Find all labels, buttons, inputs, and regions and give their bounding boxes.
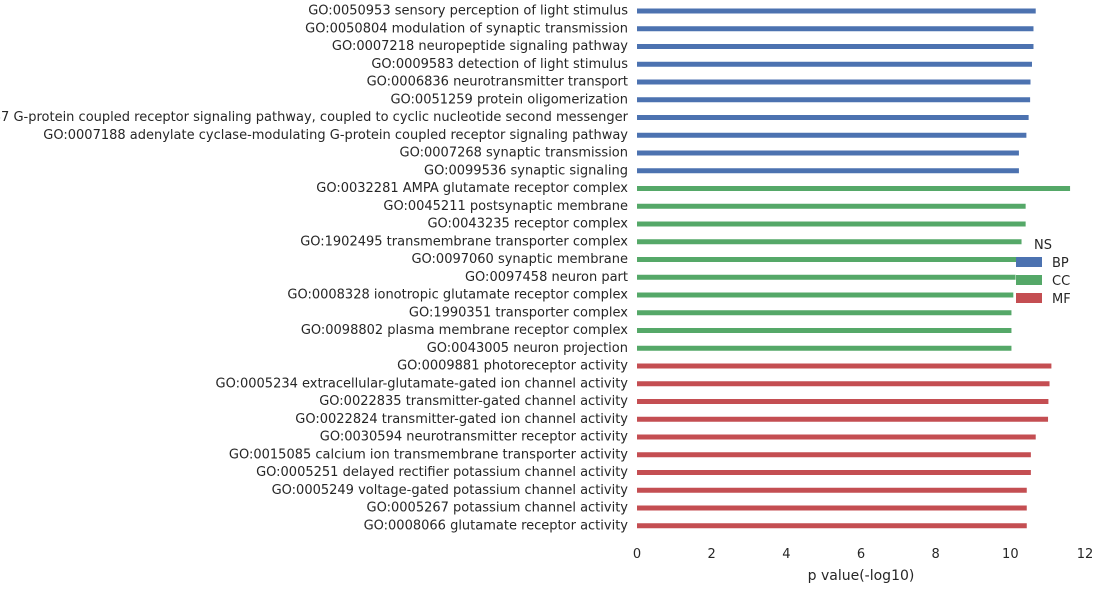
- category-label: GO:0008066 glutamate receptor activity: [364, 518, 629, 533]
- bar-mf: [637, 452, 1031, 458]
- category-label: GO:0050804 modulation of synaptic transm…: [305, 21, 628, 36]
- bar-mf: [637, 505, 1027, 511]
- bar-mf: [637, 434, 1036, 440]
- category-label: GO:0005249 voltage-gated potassium chann…: [272, 483, 629, 498]
- category-label: GO:0030594 neurotransmitter receptor act…: [320, 430, 629, 445]
- bar-cc: [637, 203, 1026, 209]
- bar-bp: [637, 26, 1034, 32]
- bars-layer: [637, 8, 1071, 529]
- bar-mf: [637, 470, 1031, 475]
- bar-bp: [637, 115, 1029, 120]
- bar-cc: [637, 328, 1012, 333]
- category-labels: GO:0050953 sensory perception of light s…: [0, 4, 629, 534]
- category-label: GO:1990351 transporter complex: [409, 305, 628, 320]
- legend-label-bp: BP: [1052, 256, 1069, 271]
- category-label: GO:0006836 neurotransmitter transport: [367, 75, 628, 90]
- category-label: GO:0051259 protein oligomerization: [390, 92, 628, 107]
- bar-cc: [637, 186, 1071, 191]
- bar-bp: [637, 61, 1032, 67]
- bar-mf: [637, 487, 1027, 493]
- legend-label-mf: MF: [1052, 292, 1071, 307]
- category-label: GO:0097458 neuron part: [465, 270, 628, 285]
- x-axis-ticks: 0 2 4 6 8 10 12: [633, 547, 1093, 562]
- bar-mf: [637, 523, 1027, 529]
- legend: NS BP CC MF: [1016, 238, 1071, 307]
- bar-bp: [637, 168, 1019, 174]
- legend-title: NS: [1034, 238, 1052, 253]
- category-label: GO:0045211 postsynaptic membrane: [383, 199, 628, 214]
- x-tick-label: 12: [1077, 547, 1094, 562]
- x-tick-label: 4: [782, 547, 790, 562]
- category-label: GO:0050953 sensory perception of light s…: [308, 4, 628, 19]
- bar-mf: [637, 416, 1049, 422]
- bar-cc: [637, 239, 1022, 245]
- category-label: GO:0007187 G-protein coupled receptor si…: [0, 110, 629, 125]
- bar-bp: [637, 44, 1034, 49]
- category-label: GO:0043005 neuron projection: [427, 341, 628, 356]
- bar-bp: [637, 97, 1031, 103]
- category-label: GO:0022835 transmitter-gated channel act…: [319, 394, 628, 409]
- x-tick-label: 6: [857, 547, 865, 562]
- category-label: GO:0097060 synaptic membrane: [411, 252, 628, 267]
- x-tick-label: 8: [932, 547, 940, 562]
- category-label: GO:0005234 extracellular-glutamate-gated…: [216, 376, 629, 391]
- bar-cc: [637, 292, 1014, 298]
- category-label: GO:0005251 delayed rectifier potassium c…: [256, 465, 628, 480]
- category-label: GO:0099536 synaptic signaling: [424, 163, 628, 178]
- bar-cc: [637, 257, 1020, 262]
- category-label: GO:0007188 adenylate cyclase-modulating …: [43, 128, 628, 143]
- category-label: GO:0008328 ionotropic glutamate receptor…: [287, 288, 628, 303]
- bar-bp: [637, 132, 1027, 138]
- bar-bp: [637, 8, 1036, 14]
- category-label: GO:0009583 detection of light stimulus: [371, 57, 628, 72]
- bar-cc: [637, 221, 1026, 227]
- category-label: GO:0007268 synaptic transmission: [400, 146, 628, 161]
- legend-swatch-bp: [1016, 257, 1042, 267]
- category-label: GO:0032281 AMPA glutamate receptor compl…: [316, 181, 628, 196]
- category-label: GO:0007218 neuropeptide signaling pathwa…: [332, 39, 628, 54]
- category-label: GO:0043235 receptor complex: [427, 217, 628, 232]
- legend-entries: BP CC MF: [1016, 256, 1071, 307]
- x-tick-label: 2: [708, 547, 716, 562]
- x-axis-label: p value(-log10): [808, 568, 915, 584]
- bar-cc: [637, 274, 1016, 280]
- bar-mf: [637, 363, 1052, 369]
- bar-mf: [637, 381, 1050, 387]
- category-label: GO:1902495 transmembrane transporter com…: [300, 234, 628, 249]
- legend-label-cc: CC: [1052, 274, 1070, 289]
- x-tick-label: 10: [1002, 547, 1019, 562]
- x-tick-label: 0: [633, 547, 641, 562]
- legend-swatch-cc: [1016, 275, 1042, 285]
- legend-swatch-mf: [1016, 293, 1042, 303]
- category-label: GO:0009881 photoreceptor activity: [397, 359, 628, 374]
- category-label: GO:0015085 calcium ion transmembrane tra…: [229, 447, 628, 462]
- bar-bp: [637, 79, 1031, 85]
- category-label: GO:0098802 plasma membrane receptor comp…: [301, 323, 628, 338]
- bar-mf: [637, 399, 1049, 404]
- bar-cc: [637, 345, 1012, 351]
- category-label: GO:0022824 transmitter-gated ion channel…: [295, 412, 628, 427]
- bar-bp: [637, 150, 1019, 156]
- bar-cc: [637, 310, 1012, 316]
- category-label: GO:0005267 potassium channel activity: [367, 501, 629, 516]
